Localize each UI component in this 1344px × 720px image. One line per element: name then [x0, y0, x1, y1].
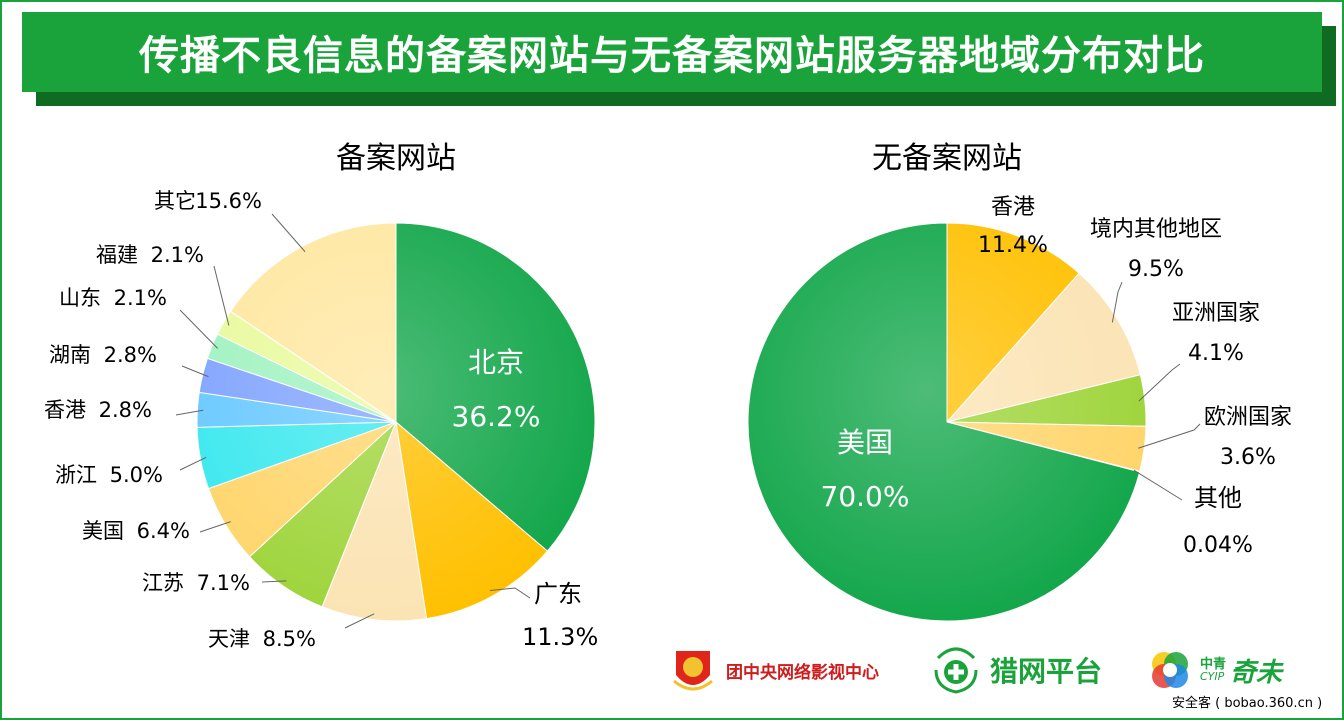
leader-line [179, 309, 218, 349]
cyl-name: 团中央网络影视中心 [726, 662, 879, 683]
slice-label-value: 3.6% [1220, 445, 1276, 470]
slice-label-name: 福建 [96, 243, 138, 267]
slice-label-name: 浙江 [55, 463, 97, 487]
logo-liewang: 猎网平台 [930, 640, 1102, 700]
leader-line [271, 213, 306, 253]
logo-cyl: 团中央网络影视中心 [668, 640, 879, 700]
slice-label-name: 香港 [991, 195, 1035, 220]
pie-title: 无备案网站 [872, 141, 1022, 176]
slice-label-name: 欧洲国家 [1204, 405, 1292, 430]
slice-label-value: 9.5% [1128, 257, 1184, 282]
slice-label-value: 2.8% [99, 398, 152, 422]
leader-line [261, 580, 287, 583]
pie-highlight [197, 223, 595, 621]
slice-label-name: 江苏 [142, 571, 184, 595]
logo-qiwei: 中青 CYIP 奇未 [1146, 640, 1282, 700]
slice-label-value: 70.0% [821, 480, 910, 513]
leader-line [213, 265, 230, 326]
page-title: 传播不良信息的备案网站与无备案网站服务器地域分布对比 [139, 33, 1205, 79]
slice-label-value: 11.4% [978, 233, 1048, 258]
qiwei-top: 中青 [1200, 657, 1227, 672]
title-bar: 传播不良信息的备案网站与无备案网站服务器地域分布对比 [22, 12, 1322, 92]
cyl-emblem-icon [673, 651, 713, 691]
slice-label-value: 36.2% [452, 400, 541, 433]
liewang-shield-icon [934, 647, 978, 694]
qiwei-name: 奇未 [1230, 657, 1283, 688]
leader-line [490, 587, 531, 599]
slice-label-value: 2.1% [151, 243, 204, 267]
slice-label-name: 湖南 [49, 343, 91, 367]
slice-label-value: 5.0% [110, 463, 163, 487]
leader-line [179, 456, 207, 471]
slice-label-name: 美国 [837, 426, 893, 459]
leader-line [181, 365, 209, 378]
slice-label-name: 广东 [534, 580, 582, 608]
chart-labels: 北京 36.2% 广东 11.3% 天津 8.5% 江苏 7.1% 美国 6.4% 浙江 5.0% 香港… [44, 189, 1292, 651]
slice-label-name: 北京 [468, 346, 524, 379]
slice-label-value: 0.04% [1183, 533, 1253, 558]
qiwei-flower-icon [1152, 652, 1188, 688]
pie-chart-unfiled: 无备案网站 [747, 141, 1147, 622]
slice-label-name: 境内其他地区 [1090, 217, 1222, 242]
pie-highlight [748, 223, 1146, 621]
slice-label-value: 8.5% [263, 627, 316, 651]
slice-label-name: 其它 [154, 189, 196, 213]
slice-label-name: 美国 [82, 519, 124, 543]
slice-label-value: 6.4% [137, 519, 190, 543]
qiwei-mid: CYIP [1200, 670, 1225, 683]
leader-line [1138, 363, 1181, 402]
slice-label-value: 11.3% [522, 623, 598, 651]
leader-line [344, 613, 375, 629]
leader-line [175, 409, 204, 416]
watermark: 安全客 ( bobao.360.cn ) [1172, 696, 1323, 711]
leader-line [1138, 423, 1201, 449]
slice-label-name: 亚洲国家 [1172, 301, 1260, 326]
slice-label-value: 15.6% [195, 189, 262, 213]
slice-label-value: 2.8% [104, 343, 157, 367]
slice-label-name: 天津 [208, 627, 250, 651]
slice-label-name: 香港 [44, 398, 86, 422]
leader-line [199, 521, 231, 533]
slice-label-name: 其他 [1194, 484, 1242, 512]
leader-line [1133, 469, 1183, 501]
slice-label-name: 山东 [59, 286, 101, 310]
slice-label-value: 2.1% [114, 286, 167, 310]
leader-line [1111, 281, 1123, 323]
slice-label-value: 7.1% [197, 571, 250, 595]
liewang-name: 猎网平台 [990, 655, 1103, 688]
slice-label-value: 4.1% [1188, 341, 1244, 366]
pie-chart-filed: 备案网站 [196, 141, 596, 622]
pie-title: 备案网站 [336, 141, 456, 176]
